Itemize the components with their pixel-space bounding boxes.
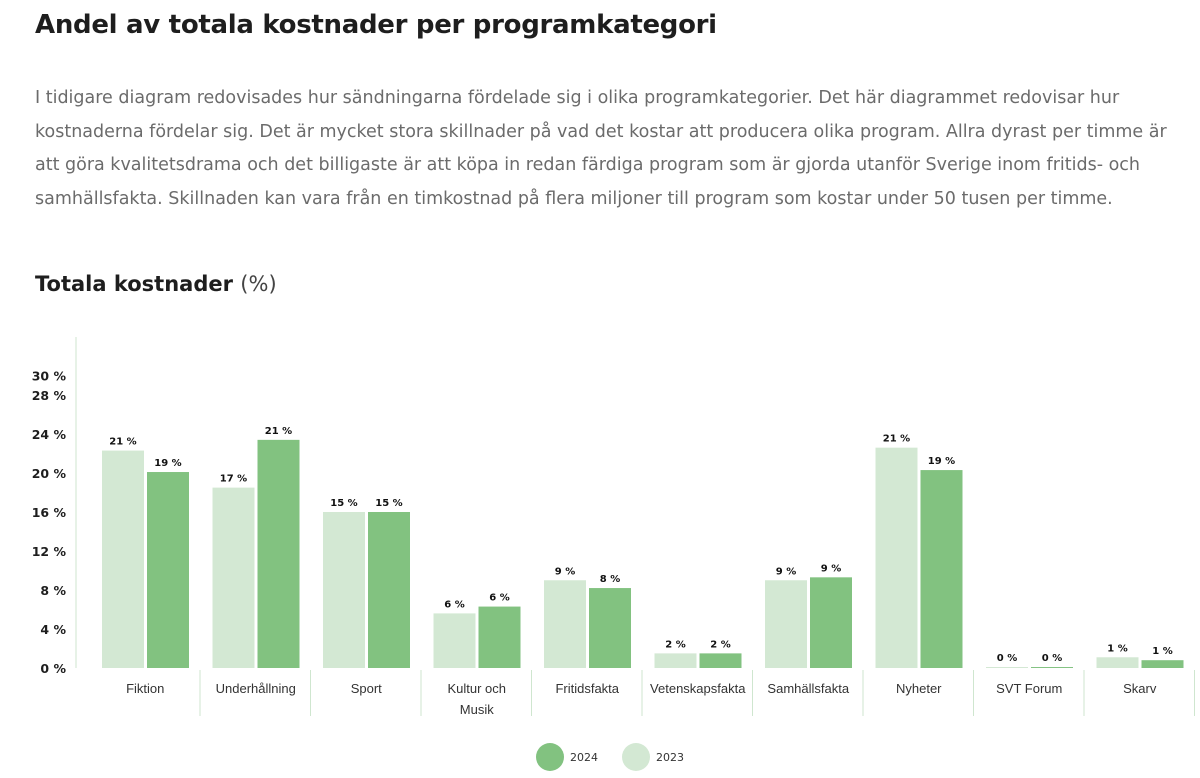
bar-2024 <box>478 606 521 668</box>
legend-item-2023[interactable]: 2023 <box>622 742 684 772</box>
category-label: Fiktion <box>126 681 164 696</box>
legend-swatch-2024 <box>536 743 564 771</box>
bar-2024 <box>1141 660 1184 668</box>
data-label-2024: 0 % <box>1042 653 1062 664</box>
category-label: Nyheter <box>896 681 942 696</box>
data-label-2023: 1 % <box>1107 643 1127 654</box>
bar-2023 <box>212 487 255 668</box>
category-label: Skarv <box>1123 681 1157 696</box>
data-label-2024: 15 % <box>375 498 402 509</box>
intro-paragraph: I tidigare diagram redovisades hur sändn… <box>35 88 1167 209</box>
data-label-2024: 6 % <box>489 593 509 604</box>
data-label-2023: 9 % <box>555 566 575 577</box>
category-label: Kultur och Musik <box>447 681 506 717</box>
data-label-2023: 9 % <box>776 566 796 577</box>
bar-2023 <box>1096 657 1139 668</box>
bar-2023 <box>765 580 807 668</box>
category-label: Samhällsfakta <box>767 681 849 696</box>
category-label-line: Kultur och <box>447 681 506 696</box>
chart-legend: 2024 2023 <box>0 742 1200 774</box>
bar-2023 <box>433 613 476 668</box>
y-tick-label: 16 % <box>32 505 67 520</box>
category-label: Underhållning <box>216 681 296 696</box>
y-tick-label: 0 % <box>40 661 66 676</box>
y-tick-label: 4 % <box>40 622 66 637</box>
chart-heading-main: Totala kostnader <box>35 272 233 296</box>
bar-2024 <box>368 512 410 668</box>
data-label-2024: 2 % <box>710 639 730 650</box>
legend-swatch-2023 <box>622 743 650 771</box>
bar-2023 <box>544 580 586 668</box>
legend-label-2023: 2023 <box>656 750 684 764</box>
legend-label-2024: 2024 <box>570 750 598 764</box>
legend-item-2024[interactable]: 2024 <box>536 742 598 772</box>
chart-heading-unit: (%) <box>240 272 277 296</box>
data-label-2023: 6 % <box>444 599 464 610</box>
data-label-2024: 19 % <box>928 456 955 467</box>
data-label-2024: 19 % <box>154 458 181 469</box>
page-title: Andel av totala kostnader per programkat… <box>35 10 717 40</box>
bar-2023 <box>102 450 144 668</box>
bar-2024 <box>589 588 631 668</box>
bar-2024 <box>699 653 742 668</box>
data-label-2023: 21 % <box>109 437 136 448</box>
y-tick-label: 12 % <box>32 544 67 559</box>
bar-2023 <box>654 653 697 668</box>
category-label: Fritidsfakta <box>555 681 619 696</box>
data-label-2024: 8 % <box>600 574 620 585</box>
category-label: Vetenskapsfakta <box>650 681 746 696</box>
bar-2024 <box>147 472 189 668</box>
bar-2024 <box>257 439 300 668</box>
y-tick-label: 30 % <box>32 369 67 384</box>
y-tick-label: 24 % <box>32 427 67 442</box>
data-label-2023: 2 % <box>665 639 685 650</box>
bar-2023 <box>875 447 918 668</box>
bar-2023 <box>986 667 1028 668</box>
data-label-2023: 21 % <box>883 434 910 445</box>
bar-chart: 0 % 4 % 8 % 12 % 16 % 20 % 24 % 28 % 30 % 21 % 17 … <box>32 337 1195 717</box>
category-label: SVT Forum <box>996 681 1062 696</box>
y-tick-label: 28 % <box>32 388 67 403</box>
data-label-2023: 17 % <box>220 474 247 485</box>
y-tick-label: 20 % <box>32 466 67 481</box>
bar-2024 <box>1031 667 1073 668</box>
data-label-2023: 15 % <box>330 498 357 509</box>
bar-2024 <box>810 577 852 668</box>
data-label-2023: 0 % <box>997 653 1017 664</box>
bar-2024 <box>920 470 963 668</box>
data-label-2024: 21 % <box>265 426 292 437</box>
data-label-2024: 1 % <box>1152 646 1172 657</box>
data-label-2024: 9 % <box>821 563 841 574</box>
category-label: Sport <box>351 681 382 696</box>
category-label-line: Musik <box>460 702 494 717</box>
bar-2023 <box>323 512 365 668</box>
y-tick-label: 8 % <box>40 583 66 598</box>
chart-heading: Totala kostnader (%) <box>35 272 277 296</box>
